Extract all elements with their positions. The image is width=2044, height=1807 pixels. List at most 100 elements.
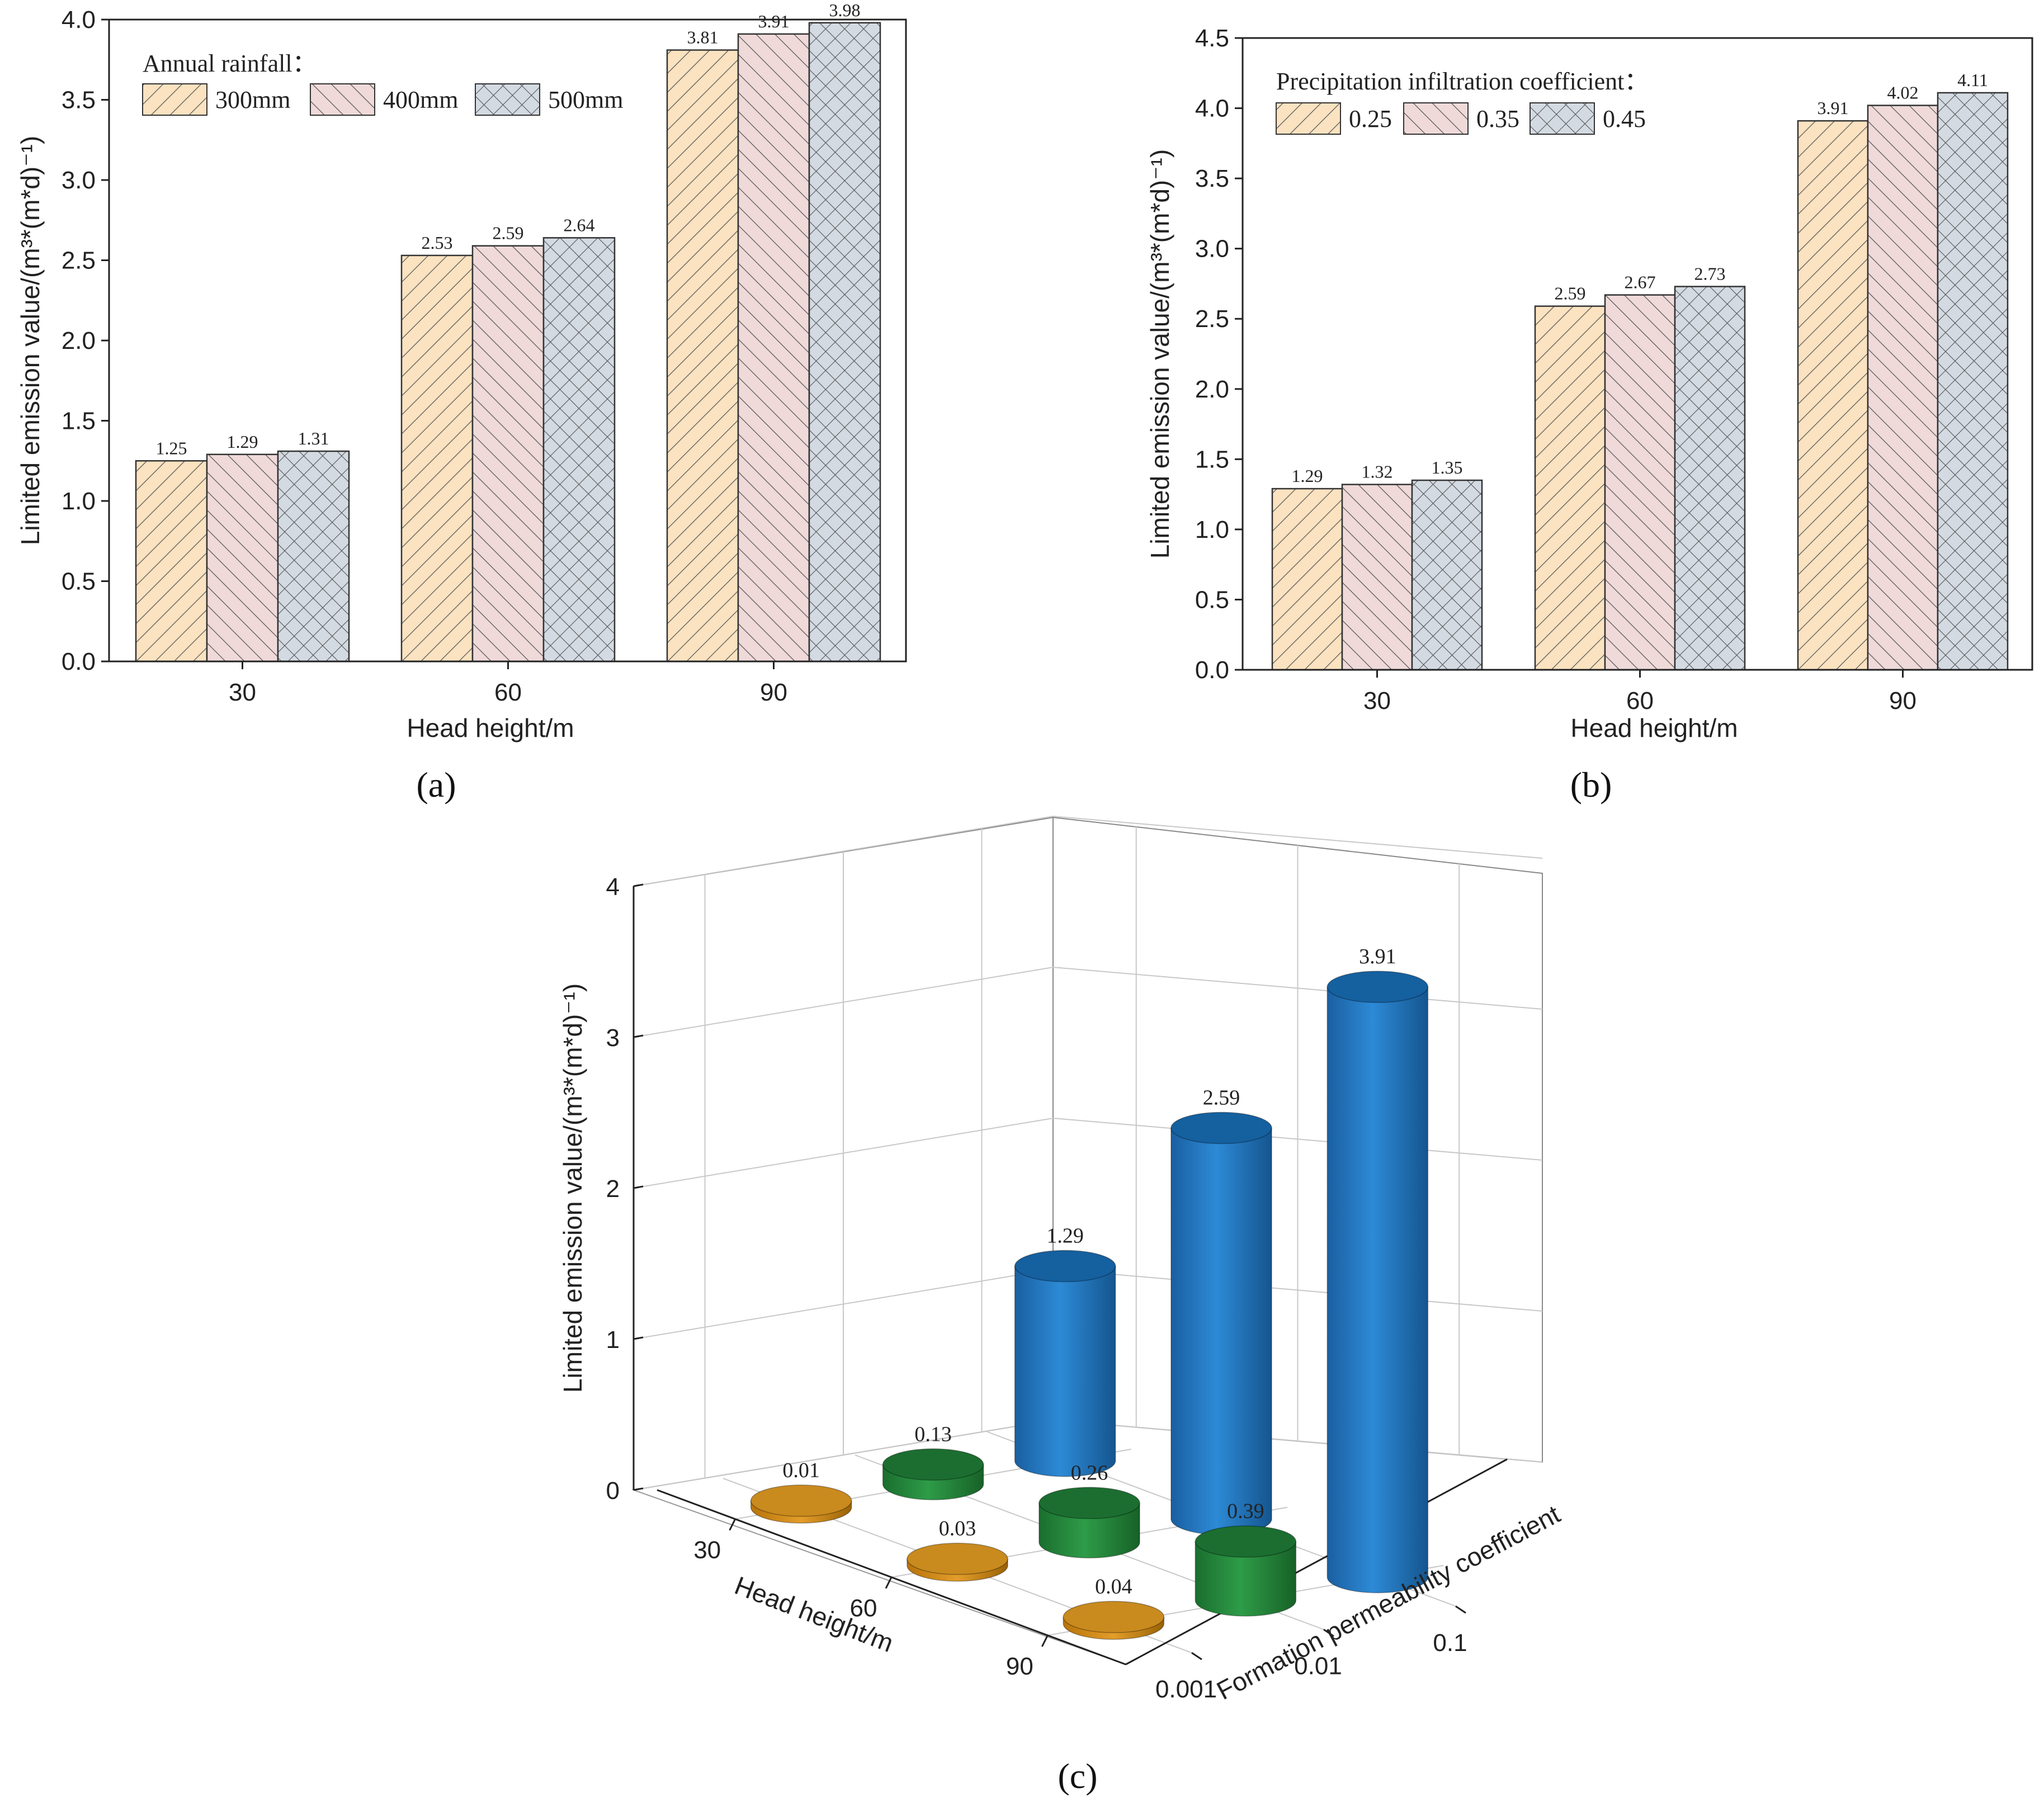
- chart-b-bar: [1411, 479, 1483, 671]
- chart-b-data-label: 1.29: [1292, 466, 1323, 486]
- chart-b-legend-title: Precipitation infiltration coefficient：: [1276, 68, 1649, 95]
- chart-a-legend-label-1: 300mm: [215, 86, 290, 113]
- chart-a-bar: [400, 254, 474, 663]
- chart-a-bar: [206, 453, 279, 663]
- chart-b-plot-frame: [1241, 37, 2033, 671]
- chart-b-xtick-label: 90: [1889, 687, 1916, 715]
- chart-b-legend-label-3: 0.45: [1603, 105, 1646, 133]
- chart-a-legend-label-3: 500mm: [548, 86, 623, 113]
- chart-b-legend-swatch-2: [1403, 102, 1469, 135]
- chart-c-data-label: 0.03: [939, 1517, 976, 1540]
- chart-b-xtick-label: 30: [1363, 687, 1391, 715]
- chart-a-data-label: 2.59: [493, 223, 524, 243]
- chart-c-data-label: 0.39: [1227, 1499, 1264, 1523]
- chart-c-ztick-mark: [633, 1487, 644, 1491]
- chart-c-cylinder-top: [1170, 1111, 1272, 1144]
- chart-c-ytick-label: 0.01: [1294, 1653, 1342, 1680]
- chart-b-bar: [1341, 484, 1413, 671]
- chart-c-data-label: 2.59: [1203, 1086, 1240, 1110]
- chart-b-bar: [1867, 105, 1939, 671]
- chart-a-legend-swatch-3: [475, 83, 540, 116]
- chart-b-bar: [1797, 120, 1869, 671]
- chart-a-bar: [471, 245, 545, 663]
- chart-c-cylinder: 0.13: [882, 1422, 984, 1501]
- chart-b-data-label: 1.35: [1432, 457, 1463, 477]
- chart-c-ytick-mark: [1191, 1652, 1202, 1661]
- chart-c-cylinder-top: [1038, 1487, 1140, 1520]
- chart-a-bar: [542, 237, 616, 663]
- chart-b-ytick-label: 0.5: [1195, 586, 1229, 613]
- chart-a-data-label: 1.25: [156, 438, 187, 458]
- chart-a-ylabel: Limited emission value/(m³*(m*d)⁻¹): [16, 136, 45, 545]
- chart-a-xtick-label: 90: [760, 679, 787, 706]
- chart-c-cylinder: 0.39: [1195, 1499, 1297, 1617]
- chart-a-ytick-label: 1.0: [62, 488, 96, 515]
- chart-c-cylinder: 0.03: [907, 1517, 1008, 1582]
- chart-b-data-label: 4.11: [1957, 70, 1988, 90]
- chart-b-bar: [1674, 286, 1746, 671]
- chart-c-data-label: 0.04: [1095, 1575, 1132, 1598]
- chart-a-ytick-label: 1.5: [62, 408, 96, 435]
- chart-c-zgrid-side: [1052, 816, 1543, 859]
- chart-c-cylinder: 0.26: [1038, 1461, 1140, 1559]
- chart-a-ytick-label: 3.5: [62, 87, 96, 114]
- chart-c-data-label: 0.01: [782, 1459, 820, 1482]
- chart-c-ztick-label: 0: [606, 1477, 620, 1505]
- chart-c-cylinder: 3.91: [1327, 945, 1429, 1593]
- chart-b-legend-swatch-3: [1530, 102, 1595, 135]
- chart-c-ytick-label: 0.001: [1155, 1676, 1217, 1703]
- chart-a-data-label: 1.29: [227, 432, 258, 452]
- chart-b-ylabel: Limited emission value/(m³*(m*d)⁻¹): [1145, 149, 1174, 559]
- chart-c-ytick-mark: [1323, 1629, 1334, 1637]
- chart-c-ztick-label: 4: [606, 873, 620, 901]
- chart-b-ytick-label: 0.0: [1195, 656, 1229, 684]
- chart-c-cylinder-top: [1327, 971, 1429, 1003]
- chart-c-cylinder-top: [750, 1484, 852, 1517]
- chart-a-ytick-label: 0.5: [62, 568, 96, 595]
- chart-a-ytick-label: 3.0: [62, 167, 96, 194]
- chart-c: 0 1 2 3 4 30 60 90 0.001 0.01 0.1 1.29 2.59 3.91 0.13…: [558, 816, 1565, 1796]
- chart-a-ytick-label: 2.0: [62, 327, 96, 354]
- chart-c-xtick-label: 90: [1006, 1653, 1033, 1680]
- chart-b-ytick-label: 3.0: [1195, 235, 1229, 263]
- chart-a-legend-title: Annual rainfall：: [143, 50, 317, 77]
- chart-c-ztick-mark: [633, 1185, 644, 1189]
- chart-a-panel-label: (a): [416, 765, 456, 805]
- chart-c-ztick-mark: [633, 1336, 644, 1340]
- chart-a-bar: [277, 450, 350, 663]
- chart-c-cylinder-body: [1038, 1502, 1140, 1559]
- chart-c-cylinder-top: [1014, 1250, 1116, 1283]
- chart-b-ytick-label: 2.5: [1195, 305, 1229, 333]
- chart-a-plot-frame: [108, 18, 907, 663]
- chart-c-ytick-mark: [1455, 1605, 1466, 1614]
- chart-c-data-label: 3.91: [1359, 945, 1396, 968]
- chart-c-cylinder-body: [1170, 1127, 1272, 1535]
- chart-b-ytick-label: 1.0: [1195, 516, 1229, 543]
- chart-a-data-label: 3.91: [758, 11, 790, 31]
- chart-b-ytick-label: 2.0: [1195, 376, 1229, 403]
- chart-a-ytick-label: 0.0: [62, 648, 96, 675]
- chart-a-legend-swatch-2: [310, 83, 375, 116]
- chart-a-xtick-label: 30: [229, 679, 256, 706]
- chart-c-cylinder: 0.04: [1063, 1575, 1165, 1640]
- chart-c-ztick-mark: [633, 883, 644, 887]
- chart-b-bar: [1271, 488, 1343, 671]
- chart-c-cylinder-top: [882, 1448, 984, 1481]
- chart-a-ytick-label: 2.5: [62, 247, 96, 275]
- chart-c-ztick-label: 1: [606, 1326, 620, 1354]
- chart-a-xlabel: Head height/m: [407, 713, 574, 742]
- chart-a: 0.0 0.5 1.0 1.5 2.0 2.5 3.0 3.5 4.0 30 60 90 1.25 1.…: [16, 0, 907, 805]
- chart-c-xtick-label: 60: [850, 1595, 877, 1622]
- chart-b-ytick-label: 4.5: [1195, 25, 1229, 52]
- chart-c-cylinder: 0.01: [750, 1459, 852, 1524]
- chart-c-xtick-mark: [885, 1577, 893, 1589]
- chart-c-cylinder-body: [1195, 1541, 1297, 1617]
- chart-b-legend-label-2: 0.35: [1476, 105, 1519, 133]
- chart-a-bar: [737, 33, 810, 663]
- chart-c-panel-label: (c): [1058, 1756, 1097, 1796]
- chart-a-data-label: 1.31: [298, 428, 329, 448]
- chart-a-bar: [666, 49, 739, 663]
- chart-c-ztick-label: 3: [606, 1024, 620, 1052]
- chart-b-xlabel: Head height/m: [1570, 713, 1738, 742]
- chart-a-ytick-label: 4.0: [62, 6, 96, 34]
